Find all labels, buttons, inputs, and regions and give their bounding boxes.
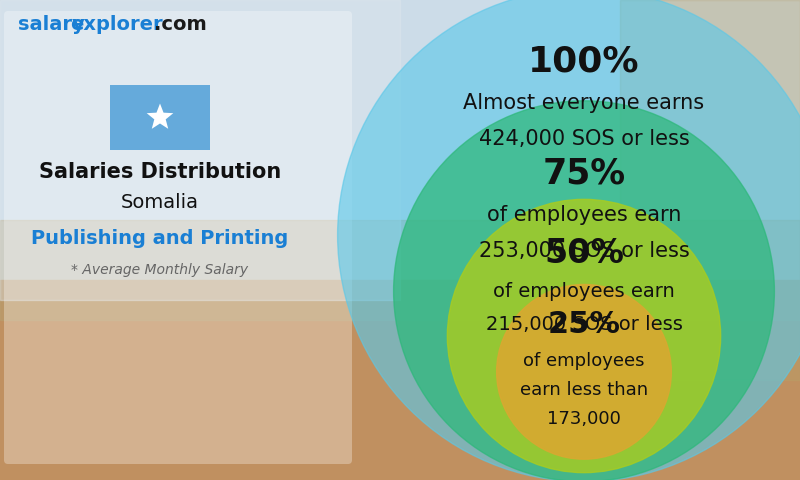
Bar [0, 0, 400, 300]
Text: .com: .com [154, 15, 206, 35]
Text: 215,000 SOS or less: 215,000 SOS or less [486, 315, 682, 334]
Text: of employees: of employees [523, 352, 645, 370]
Text: * Average Monthly Salary: * Average Monthly Salary [71, 263, 249, 277]
Text: earn less than: earn less than [520, 381, 648, 399]
Text: 173,000: 173,000 [547, 410, 621, 428]
Circle shape [447, 199, 721, 473]
Text: 75%: 75% [542, 156, 626, 191]
Bar [0, 280, 800, 480]
Text: 100%: 100% [528, 45, 640, 79]
Circle shape [394, 101, 774, 480]
Text: 25%: 25% [547, 310, 621, 339]
Text: of employees earn: of employees earn [487, 205, 681, 225]
Bar [620, 0, 800, 380]
Text: Somalia: Somalia [121, 192, 199, 212]
Circle shape [497, 285, 671, 459]
Text: explorer: explorer [70, 15, 162, 35]
Bar [0, 220, 800, 320]
Polygon shape [146, 104, 174, 129]
Text: Salaries Distribution: Salaries Distribution [39, 162, 281, 182]
Text: Publishing and Printing: Publishing and Printing [31, 228, 289, 248]
Text: 424,000 SOS or less: 424,000 SOS or less [478, 129, 690, 149]
Text: 50%: 50% [544, 237, 624, 270]
Text: salary: salary [18, 15, 85, 35]
Circle shape [338, 0, 800, 480]
Text: of employees earn: of employees earn [493, 282, 675, 300]
FancyBboxPatch shape [4, 11, 352, 464]
Bar [0, 0, 800, 280]
Text: Almost everyone earns: Almost everyone earns [463, 93, 705, 113]
Text: 253,000 SOS or less: 253,000 SOS or less [478, 241, 690, 261]
Bar [110, 85, 210, 150]
